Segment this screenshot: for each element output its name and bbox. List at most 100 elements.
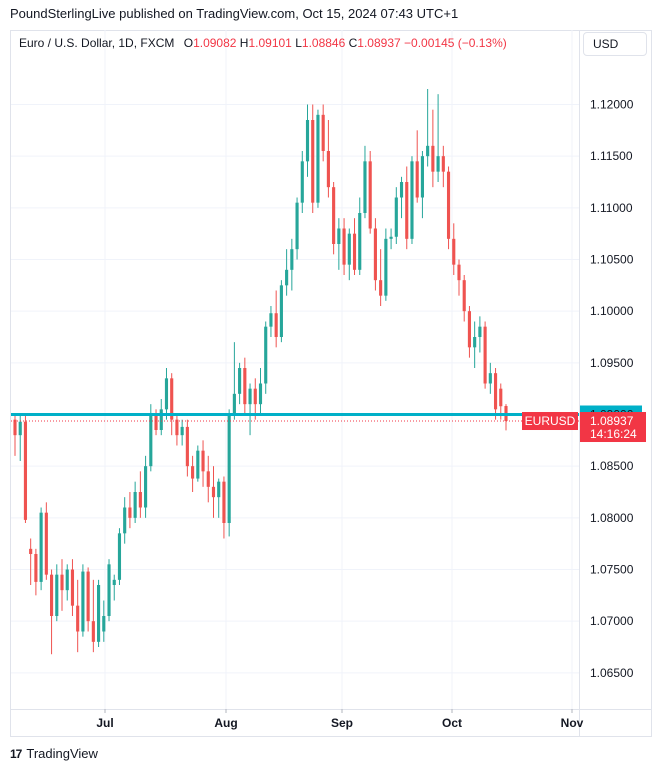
y-tick-label: 1.10500 xyxy=(590,253,634,267)
candle-down xyxy=(170,378,174,420)
y-tick-label: 1.08000 xyxy=(590,511,634,525)
candle-up xyxy=(149,414,153,467)
y-tick-label: 1.10000 xyxy=(590,304,634,318)
candle-down xyxy=(415,161,419,198)
candle-down xyxy=(44,512,48,575)
candle-down xyxy=(175,419,179,436)
open-label: O xyxy=(183,36,194,50)
candle-up xyxy=(238,368,242,394)
candle-up xyxy=(389,236,393,239)
candle-up xyxy=(232,393,236,415)
candle-up xyxy=(248,388,252,405)
chart-grid xyxy=(11,30,579,709)
candle-up xyxy=(295,202,299,250)
symbol-price-tag-bg xyxy=(522,412,578,431)
candle-up xyxy=(290,249,294,270)
candle-down xyxy=(154,414,158,430)
candle-up xyxy=(394,197,398,237)
candle-down xyxy=(222,481,226,523)
y-tick-label: 1.07500 xyxy=(590,563,634,577)
candle-down xyxy=(483,326,487,384)
x-tick-label: Jul xyxy=(96,716,113,730)
candle-up xyxy=(269,313,273,327)
chart-frame xyxy=(10,30,652,737)
tradingview-footer[interactable]: 17 TradingView xyxy=(10,746,98,761)
chart-axes: 1.12000 1.11500 1.11000 1.10500 1.10000 1.095… xyxy=(10,30,652,737)
candle-down xyxy=(431,145,435,172)
last-price-label: 1.08937 xyxy=(590,414,634,428)
x-tick-label: Aug xyxy=(214,716,237,730)
symbol-title[interactable]: Euro / U.S. Dollar, 1D, FXCM xyxy=(19,36,175,50)
tradingview-logo-text: TradingView xyxy=(26,746,98,761)
candle-down xyxy=(211,486,216,498)
candle-up xyxy=(81,571,85,632)
candle-up xyxy=(488,373,492,384)
candle-down xyxy=(379,280,383,296)
candle-down xyxy=(457,264,461,281)
candle-up xyxy=(399,182,404,198)
low-value: 1.08846 xyxy=(301,36,346,50)
x-tick-label: Oct xyxy=(442,716,462,730)
x-tick-label: Sep xyxy=(331,716,353,730)
candle-up xyxy=(144,466,148,508)
y-tick-label: 1.07000 xyxy=(590,614,634,628)
candle-down xyxy=(191,466,195,479)
candle-up xyxy=(478,326,482,337)
high-label: H xyxy=(239,36,249,50)
candle-up xyxy=(180,426,184,436)
candle-down xyxy=(274,313,278,337)
candle-down xyxy=(462,280,466,312)
bar-countdown: 14:16:24 xyxy=(590,427,637,441)
candle-down xyxy=(76,605,80,632)
last-price-label-bg xyxy=(580,412,646,443)
candle-up xyxy=(112,579,116,585)
candle-down xyxy=(405,182,409,239)
candle-down xyxy=(201,450,205,472)
candle-up xyxy=(107,564,111,616)
candle-up xyxy=(264,326,268,384)
candle-down xyxy=(86,571,90,622)
close-value: 1.08937 xyxy=(357,36,401,50)
candle-down xyxy=(446,171,451,239)
candle-down xyxy=(34,554,38,582)
candle-up xyxy=(420,156,424,198)
y-tick-label: 1.09500 xyxy=(590,356,634,370)
candle-down xyxy=(321,114,325,151)
candle-down xyxy=(60,574,64,591)
candle-up xyxy=(18,421,22,436)
candle-down xyxy=(128,507,132,518)
candle-up xyxy=(285,269,289,286)
y-tick-label: 1.11500 xyxy=(590,149,633,163)
candle-up xyxy=(305,120,310,162)
publisher-attribution: PoundSterlingLive published on TradingVi… xyxy=(10,6,459,21)
candle-up xyxy=(164,378,169,410)
candle-up xyxy=(358,213,362,270)
candle-up xyxy=(39,512,43,582)
candle-up xyxy=(97,585,101,642)
candle-up xyxy=(436,156,440,172)
currency-button[interactable]: USD xyxy=(583,32,647,56)
candle-down xyxy=(70,569,75,606)
candle-down xyxy=(49,574,54,616)
candle-down xyxy=(332,187,336,244)
candle-down xyxy=(311,120,315,203)
candle-down xyxy=(13,419,17,436)
candle-down xyxy=(206,471,210,487)
candle-down xyxy=(441,156,445,172)
candle-up xyxy=(363,161,367,213)
candle-down xyxy=(23,421,28,520)
high-value: 1.09101 xyxy=(248,36,292,50)
candle-down xyxy=(326,151,330,188)
candle-down xyxy=(467,311,472,348)
candle-up xyxy=(300,161,304,203)
y-tick-label: 1.08500 xyxy=(590,459,634,473)
close-label: C xyxy=(348,36,358,50)
candle-down xyxy=(91,621,95,642)
candle-up xyxy=(123,507,127,534)
x-tick-label: Nov xyxy=(561,716,584,730)
candles xyxy=(13,89,508,655)
candle-down xyxy=(138,492,142,508)
y-tick-label: 1.11000 xyxy=(590,201,633,215)
